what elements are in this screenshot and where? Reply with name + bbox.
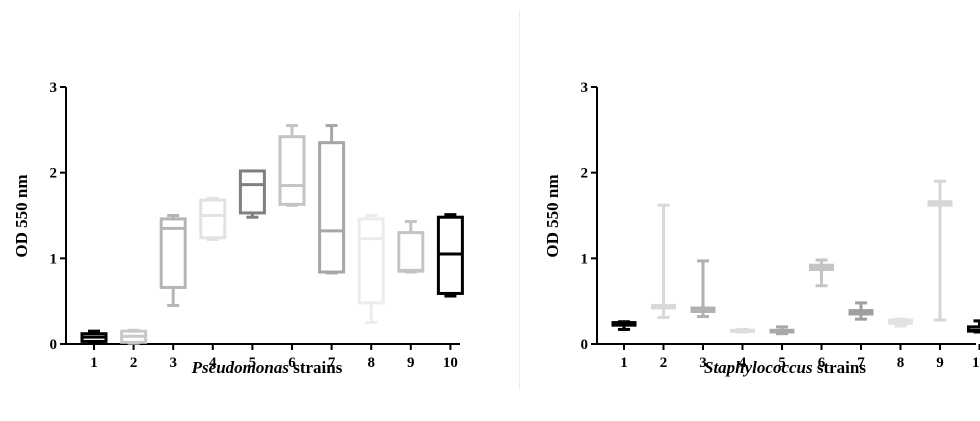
- box-plot-3: 3: [690, 259, 716, 371]
- box: [199, 198, 227, 240]
- box-plot-6: 6: [809, 258, 834, 371]
- x-axis-title-italic: Staphylococcus: [704, 358, 813, 377]
- x-tick-label: 4: [209, 355, 217, 371]
- box-plot-8: 8: [357, 214, 385, 371]
- x-tick-label: 6: [288, 355, 296, 371]
- box-plot-8: 8: [888, 317, 913, 371]
- panel-divider: [519, 10, 520, 390]
- box-plot-7: 7: [848, 301, 874, 371]
- x-axis-title-italic: Pseudomonas: [191, 358, 290, 377]
- y-axis-title: OD 550 nm: [12, 174, 31, 257]
- x-axis-title: Pseudomonas strains: [191, 358, 343, 377]
- box: [318, 141, 346, 274]
- x-tick-label: 3: [699, 355, 707, 371]
- box: [357, 217, 385, 305]
- y-tick-label: 1: [581, 251, 589, 267]
- x-tick-label: 7: [857, 355, 865, 371]
- x-tick-label: 10: [443, 355, 458, 371]
- x-tick-label: 8: [897, 355, 905, 371]
- x-tick-label: 2: [130, 355, 138, 371]
- y-tick-label: 2: [50, 166, 58, 182]
- box-plot-5: 5: [238, 169, 266, 371]
- box-plot-7: 7: [318, 124, 346, 371]
- x-tick-label: 5: [778, 355, 786, 371]
- x-tick-label: 1: [90, 355, 98, 371]
- y-tick-label: 0: [50, 337, 58, 353]
- box-plot-2: 2: [651, 203, 676, 371]
- box: [238, 169, 266, 215]
- box: [159, 217, 187, 289]
- x-tick-label: 9: [407, 355, 415, 371]
- x-axis-title-rest: strains: [289, 358, 343, 377]
- box-plot-9: 9: [397, 219, 425, 371]
- box-plot-9: 9: [927, 179, 953, 371]
- y-tick-label: 1: [50, 251, 58, 267]
- box-plot-4: 4: [199, 196, 227, 371]
- x-tick-label: 9: [936, 355, 944, 371]
- x-tick-label: 1: [620, 355, 628, 371]
- x-tick-label: 2: [660, 355, 668, 371]
- box-plot-1: 1: [80, 329, 108, 371]
- y-tick-label: 2: [581, 166, 589, 182]
- box-plot-2: 2: [120, 328, 148, 371]
- box-plot-10: 10: [967, 319, 980, 371]
- box-plot-1: 1: [611, 320, 637, 371]
- box-plot-4: 4: [730, 327, 755, 371]
- x-axis-title: Staphylococcus strains: [704, 358, 866, 377]
- x-tick-label: 8: [367, 355, 375, 371]
- x-tick-label: 3: [169, 355, 177, 371]
- box-plot-5: 5: [769, 325, 795, 371]
- x-tick-label: 4: [739, 355, 747, 371]
- x-tick-label: 5: [249, 355, 257, 371]
- x-tick-label: 6: [818, 355, 826, 371]
- y-axis-title: OD 550 nm: [543, 174, 562, 257]
- y-tick-label: 3: [581, 80, 589, 96]
- box-plot-10: 10: [436, 213, 464, 371]
- x-axis-title-rest: strains: [813, 358, 867, 377]
- y-tick-label: 3: [50, 80, 58, 96]
- box: [278, 135, 306, 206]
- x-tick-label: 10: [972, 355, 980, 371]
- x-tick-label: 7: [328, 355, 336, 371]
- y-tick-label: 0: [581, 337, 589, 353]
- box-plot-3: 3: [159, 214, 187, 371]
- box-plot-6: 6: [278, 124, 306, 371]
